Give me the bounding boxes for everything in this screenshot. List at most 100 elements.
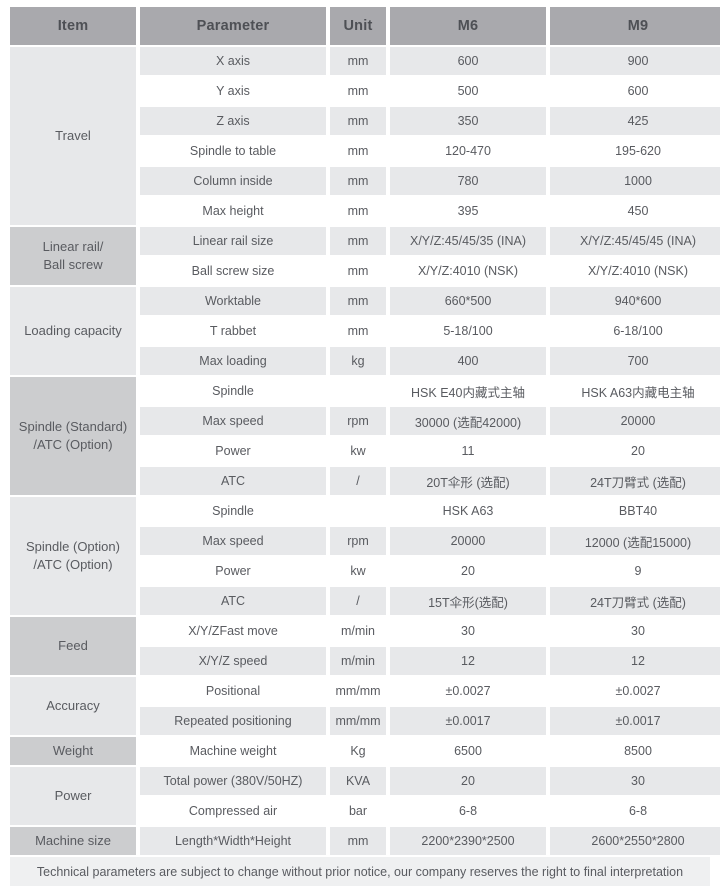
column-header-item: Item (10, 7, 136, 45)
cell-unit: bar (330, 797, 386, 825)
cell-unit: mm (330, 317, 386, 345)
cell-parameter: Spindle (140, 497, 326, 525)
cell-unit: mm (330, 137, 386, 165)
cell-m6: 350 (390, 107, 546, 135)
group-label-power: Power (10, 767, 136, 825)
cell-parameter: X axis (140, 47, 326, 75)
cell-unit (330, 497, 386, 525)
cell-m9: 900 (550, 47, 720, 75)
cell-m9: X/Y/Z:4010 (NSK) (550, 257, 720, 285)
cell-parameter: X/Y/Z speed (140, 647, 326, 675)
cell-parameter: ATC (140, 467, 326, 495)
cell-m6: 20 (390, 767, 546, 795)
group-label-weight: Weight (10, 737, 136, 765)
cell-unit: mm/mm (330, 707, 386, 735)
cell-m6: X/Y/Z:4010 (NSK) (390, 257, 546, 285)
cell-unit: mm (330, 257, 386, 285)
footer-note-text: Technical parameters are subject to chan… (36, 864, 684, 879)
cell-m9: 20 (550, 437, 720, 465)
cell-unit: kg (330, 347, 386, 375)
cell-m9: X/Y/Z:45/45/45 (INA) (550, 227, 720, 255)
cell-parameter: Compressed air (140, 797, 326, 825)
cell-parameter: Max loading (140, 347, 326, 375)
cell-parameter: Length*Width*Height (140, 827, 326, 855)
cell-parameter: Y axis (140, 77, 326, 105)
group-label-machine-size: Machine size (10, 827, 136, 855)
cell-m6: 20000 (390, 527, 546, 555)
cell-unit: mm (330, 827, 386, 855)
cell-m9: 9 (550, 557, 720, 585)
cell-m6: 20T伞形 (选配) (390, 467, 546, 495)
cell-parameter: Max speed (140, 407, 326, 435)
cell-parameter: Worktable (140, 287, 326, 315)
column-header-parameter: Parameter (140, 7, 326, 45)
cell-m6: 600 (390, 47, 546, 75)
cell-m9: 450 (550, 197, 720, 225)
cell-m9: 940*600 (550, 287, 720, 315)
cell-unit: mm (330, 287, 386, 315)
cell-m6: 400 (390, 347, 546, 375)
cell-unit: mm (330, 227, 386, 255)
cell-parameter: ATC (140, 587, 326, 615)
cell-m6: 6-8 (390, 797, 546, 825)
cell-parameter: Linear rail size (140, 227, 326, 255)
cell-m9: ±0.0017 (550, 707, 720, 735)
cell-unit: m/min (330, 647, 386, 675)
cell-m6: 30000 (选配42000) (390, 407, 546, 435)
cell-m6: HSK A63 (390, 497, 546, 525)
cell-parameter: Spindle (140, 377, 326, 405)
cell-m6: 6500 (390, 737, 546, 765)
column-header-m9: M9 (550, 7, 720, 45)
cell-m6: HSK E40内藏式主轴 (390, 377, 546, 405)
group-label-travel: Travel (10, 47, 136, 225)
cell-parameter: X/Y/ZFast move (140, 617, 326, 645)
cell-m9: 700 (550, 347, 720, 375)
cell-m6: 780 (390, 167, 546, 195)
cell-unit: / (330, 587, 386, 615)
group-label-spindle-standard: Spindle (Standard)/ATC (Option) (10, 377, 136, 495)
spec-grid: Item Parameter Unit M6 M9 Travel X axis mm 600 90… (10, 7, 720, 855)
cell-parameter: Repeated positioning (140, 707, 326, 735)
cell-unit: kw (330, 557, 386, 585)
cell-m9: 195-620 (550, 137, 720, 165)
cell-unit: m/min (330, 617, 386, 645)
cell-unit: rpm (330, 527, 386, 555)
cell-m6: 30 (390, 617, 546, 645)
cell-m9: 30 (550, 767, 720, 795)
cell-m9: 6-18/100 (550, 317, 720, 345)
cell-m6: ±0.0027 (390, 677, 546, 705)
cell-m6: ±0.0017 (390, 707, 546, 735)
cell-unit: mm (330, 47, 386, 75)
cell-m9: 6-8 (550, 797, 720, 825)
cell-parameter: Column inside (140, 167, 326, 195)
cell-m9: 1000 (550, 167, 720, 195)
cell-m9: 24T刀臂式 (选配) (550, 587, 720, 615)
cell-m9: 24T刀臂式 (选配) (550, 467, 720, 495)
cell-parameter: Z axis (140, 107, 326, 135)
cell-parameter: Total power (380V/50HZ) (140, 767, 326, 795)
cell-unit: mm/mm (330, 677, 386, 705)
cell-parameter: Spindle to table (140, 137, 326, 165)
cell-m6: 20 (390, 557, 546, 585)
cell-m9: 12000 (选配15000) (550, 527, 720, 555)
group-label-feed: Feed (10, 617, 136, 675)
cell-unit: mm (330, 167, 386, 195)
cell-m9: 20000 (550, 407, 720, 435)
group-label-linear-rail: Linear rail/Ball screw (10, 227, 136, 285)
cell-m6: 500 (390, 77, 546, 105)
cell-m6: X/Y/Z:45/45/35 (INA) (390, 227, 546, 255)
footer-note: Technical parameters are subject to chan… (10, 857, 710, 886)
cell-unit: rpm (330, 407, 386, 435)
cell-m9: 600 (550, 77, 720, 105)
cell-m6: 15T伞形(选配) (390, 587, 546, 615)
cell-m6: 395 (390, 197, 546, 225)
group-label-accuracy: Accuracy (10, 677, 136, 735)
cell-m6: 11 (390, 437, 546, 465)
cell-unit: kw (330, 437, 386, 465)
cell-parameter: Power (140, 557, 326, 585)
cell-m6: 660*500 (390, 287, 546, 315)
cell-m9: 30 (550, 617, 720, 645)
cell-m9: 8500 (550, 737, 720, 765)
cell-unit: KVA (330, 767, 386, 795)
